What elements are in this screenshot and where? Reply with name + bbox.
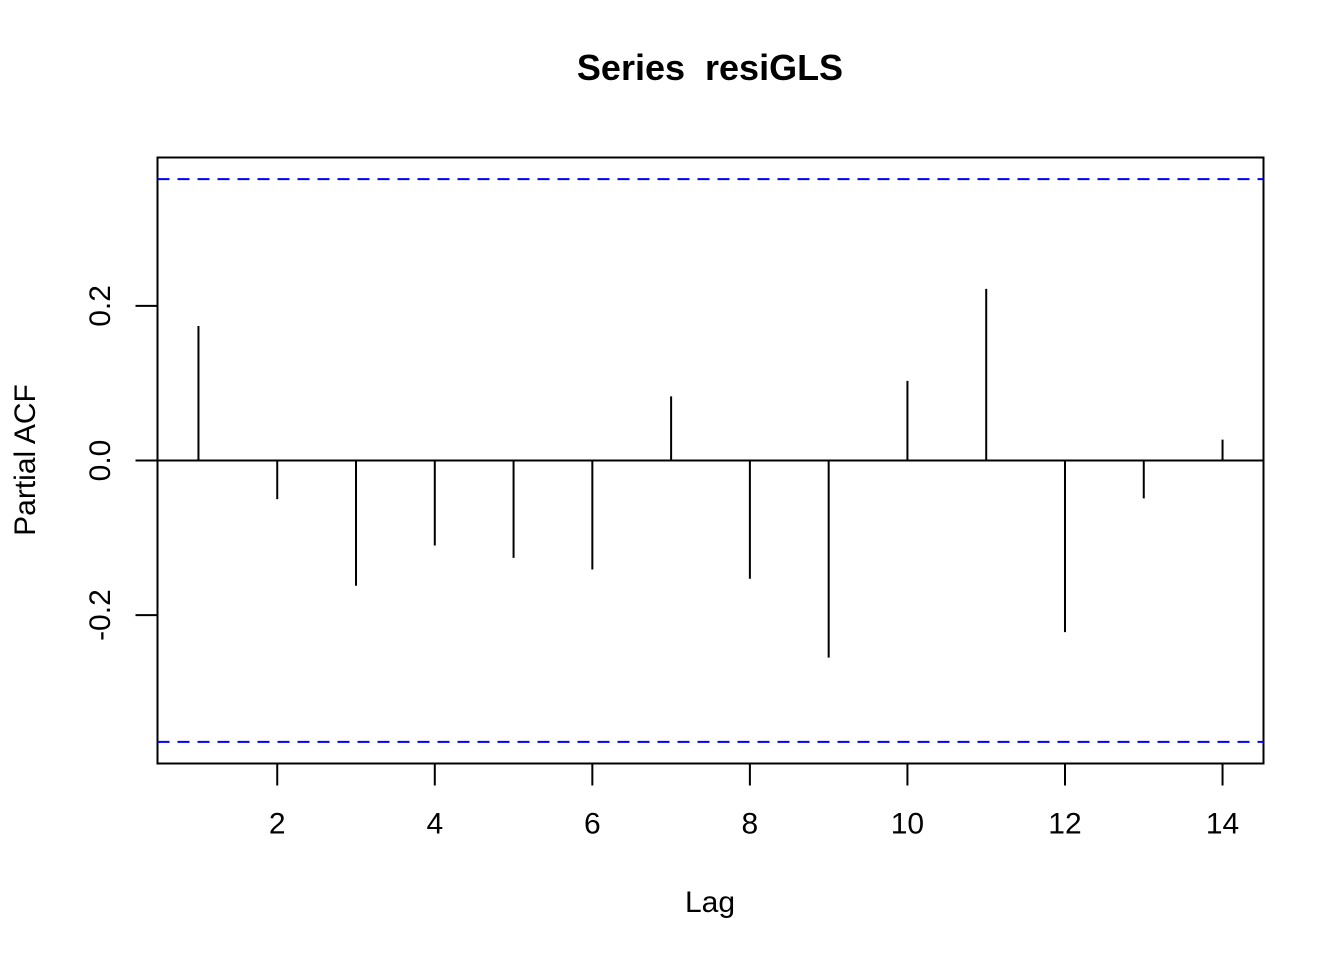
pacf-bars	[157, 288, 1264, 658]
x-tick-label: 6	[584, 808, 601, 841]
chart-title: Series resiGLS	[577, 47, 843, 88]
x-tick-label: 2	[269, 808, 286, 841]
y-tick-label: 0.0	[84, 440, 117, 482]
y-tick-label: -0.2	[84, 589, 117, 641]
x-tick-label: 4	[426, 808, 443, 841]
x-axis-label: Lag	[685, 886, 735, 919]
x-tick-label: 14	[1206, 808, 1239, 841]
y-axis-label: Partial ACF	[9, 384, 42, 536]
y-tick-label: 0.2	[84, 285, 117, 327]
x-tick-label: 8	[742, 808, 759, 841]
x-tick-label: 10	[891, 808, 924, 841]
y-axis: -0.2 0.0 0.2	[84, 285, 159, 641]
x-axis: 2 4 6 8 10 12 14	[269, 762, 1239, 841]
confidence-bounds	[157, 178, 1264, 743]
x-tick-label: 12	[1048, 808, 1081, 841]
